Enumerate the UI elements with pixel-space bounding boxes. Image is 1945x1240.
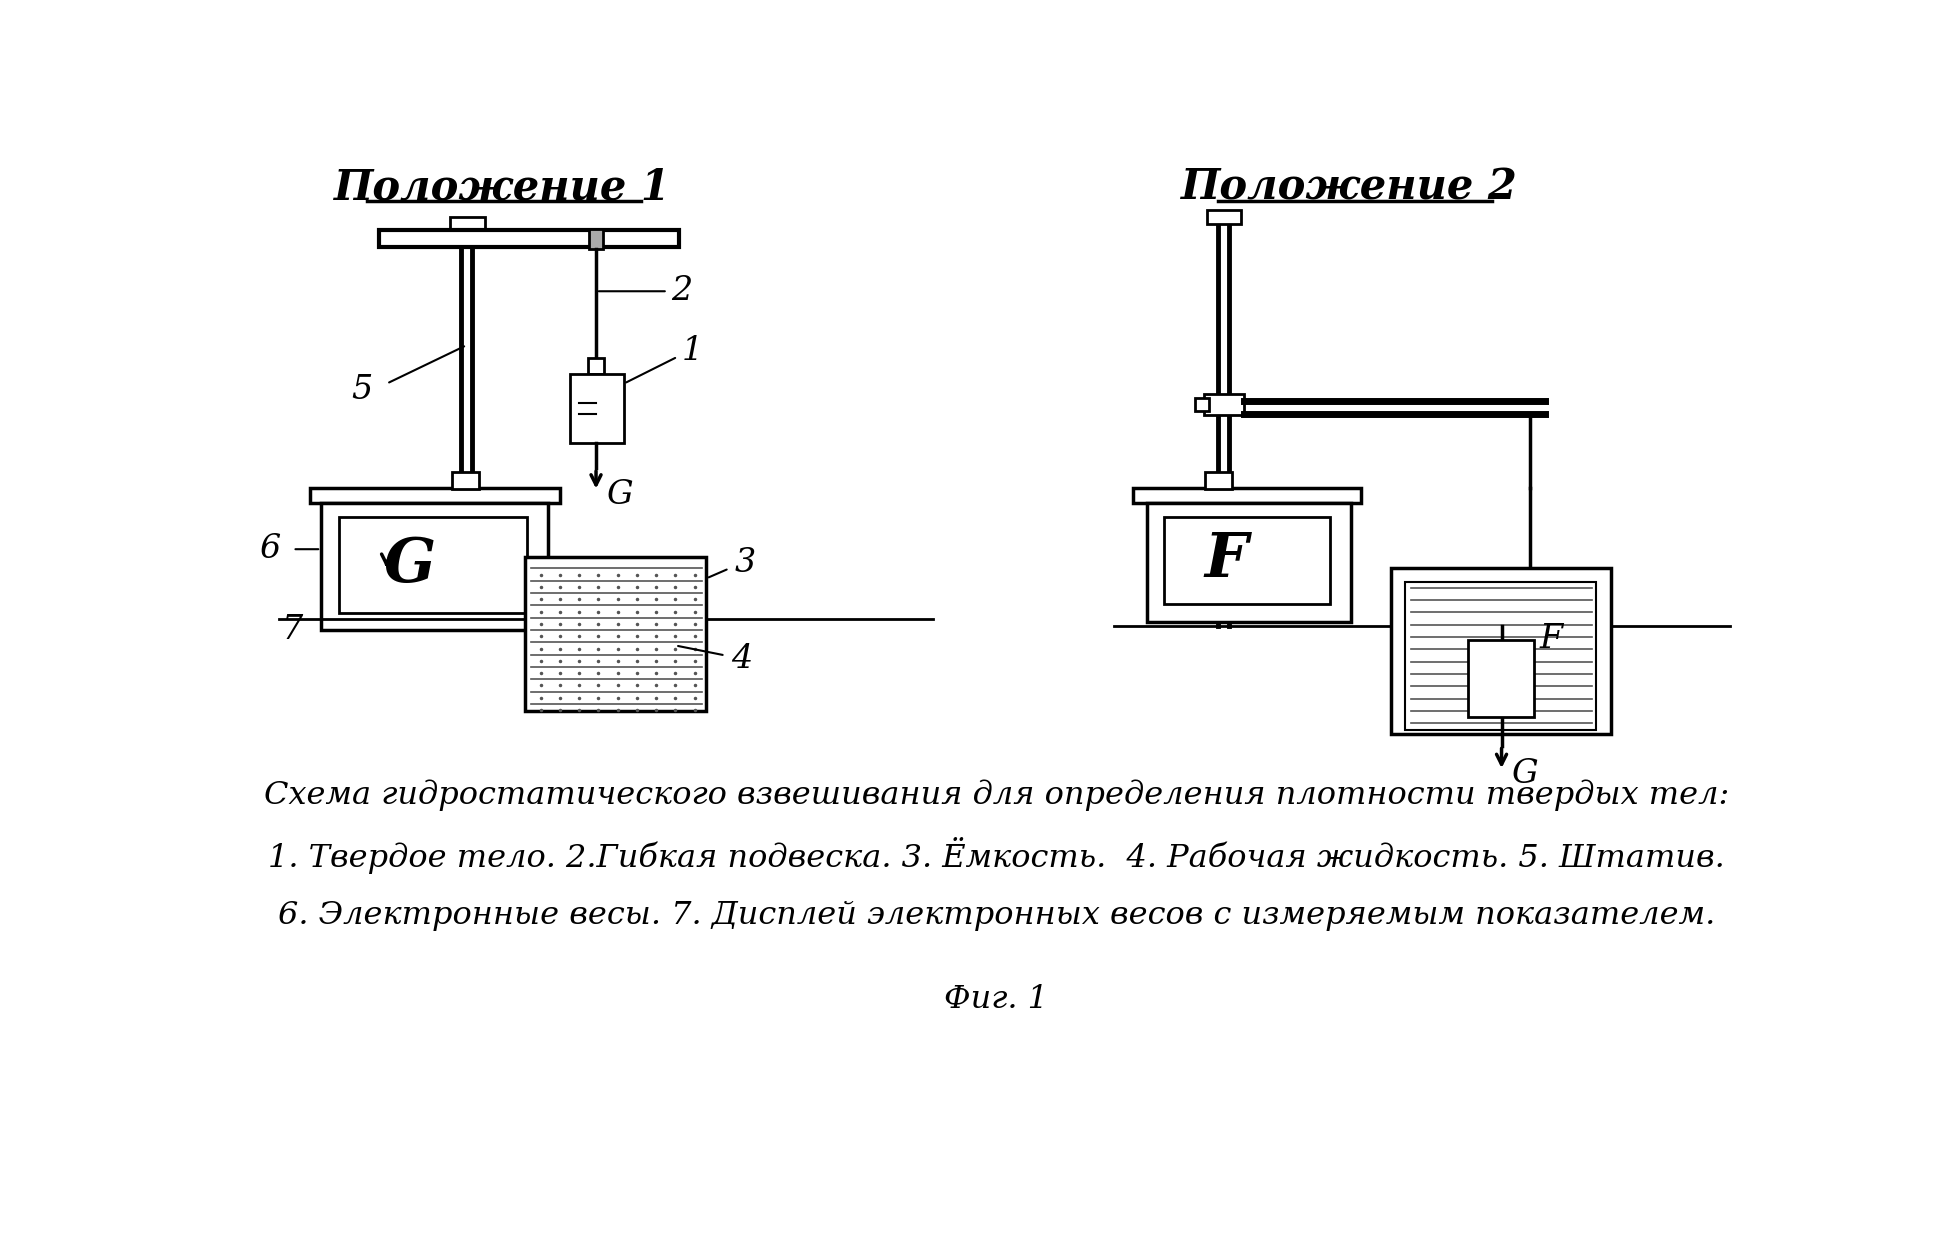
Text: 1: 1 xyxy=(681,335,702,367)
Text: 6. Электронные весы. 7. Дисплей электронных весов с измеряемым показателем.: 6. Электронные весы. 7. Дисплей электрон… xyxy=(278,900,1715,931)
Bar xyxy=(1194,398,1210,412)
Bar xyxy=(1206,472,1231,489)
Bar xyxy=(449,217,484,231)
Bar xyxy=(1391,568,1610,734)
Text: 2: 2 xyxy=(671,275,692,308)
Text: 4: 4 xyxy=(731,642,753,675)
Text: 5: 5 xyxy=(352,373,373,405)
Bar xyxy=(1204,393,1245,415)
Bar xyxy=(570,373,624,443)
Bar xyxy=(379,231,679,247)
Text: G: G xyxy=(1511,758,1538,790)
Text: G: G xyxy=(607,480,632,511)
Bar xyxy=(1406,583,1597,730)
Text: G: G xyxy=(383,534,436,595)
Bar xyxy=(321,503,548,630)
Bar xyxy=(309,487,560,503)
Bar xyxy=(1468,640,1535,717)
Text: Положение 2: Положение 2 xyxy=(1181,166,1517,208)
Text: F: F xyxy=(1204,529,1247,590)
Bar xyxy=(589,229,603,249)
Bar xyxy=(451,472,478,489)
Bar xyxy=(338,517,527,613)
Text: 1. Твердое тело. 2.Гибкая подвеска. 3. Ёмкость.  4. Рабочая жидкость. 5. Штатив.: 1. Твердое тело. 2.Гибкая подвеска. 3. Ё… xyxy=(268,837,1725,874)
Bar xyxy=(1165,517,1330,604)
Bar xyxy=(1134,487,1362,503)
Text: 7: 7 xyxy=(282,614,303,646)
Text: F: F xyxy=(1538,622,1562,655)
Bar xyxy=(587,358,603,373)
Text: Положение 1: Положение 1 xyxy=(335,166,671,208)
Text: Схема гидростатического взвешивания для определения плотности твердых тел:: Схема гидростатического взвешивания для … xyxy=(265,780,1729,811)
Bar xyxy=(1146,503,1350,622)
Text: 6: 6 xyxy=(259,533,280,565)
Text: 3: 3 xyxy=(735,547,757,579)
Bar xyxy=(1206,211,1241,224)
Text: Фиг. 1: Фиг. 1 xyxy=(945,985,1048,1016)
Bar xyxy=(525,557,706,711)
